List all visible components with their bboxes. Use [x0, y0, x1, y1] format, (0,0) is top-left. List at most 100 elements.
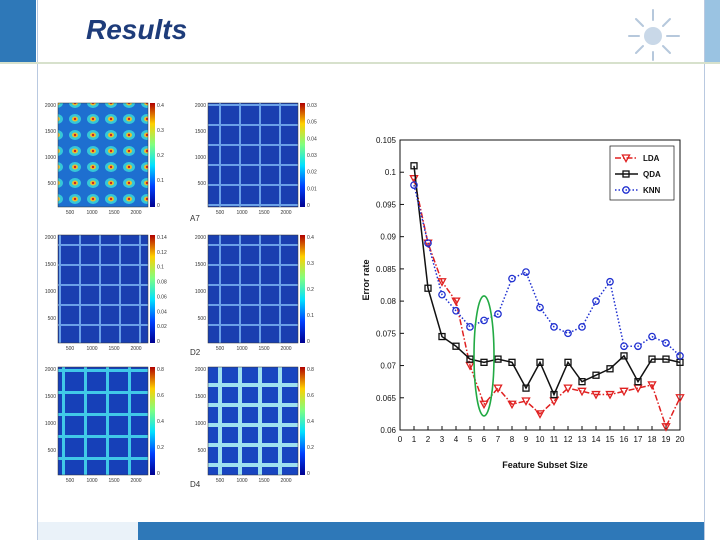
x-tick-label: 1: [412, 435, 417, 444]
heatmap-panel-6: [207, 366, 299, 476]
x-tick-label: 4: [454, 435, 459, 444]
colorbar-tick: 0: [157, 471, 160, 477]
slide-title: Results: [86, 14, 188, 45]
colorbar-tick: 0: [157, 339, 160, 345]
heatmap-xtick: 2000: [280, 478, 291, 484]
heatmap-panel-2: [207, 102, 299, 208]
colorbar-tick: 0.1: [157, 178, 164, 184]
data-point-knn: [522, 268, 530, 276]
colorbar-tick: 0.12: [157, 250, 167, 256]
colorbar-tick: 0.3: [307, 261, 314, 267]
x-axis-label: Feature Subset Size: [502, 460, 588, 470]
y-tick-label: 0.07: [380, 362, 396, 371]
colorbar-tick: 0: [157, 203, 160, 209]
colorbar-3: [150, 235, 155, 343]
x-tick-label: 10: [536, 435, 545, 444]
x-tick-label: 18: [648, 435, 657, 444]
legend-label-lda: LDA: [643, 154, 660, 163]
x-tick-label: 20: [676, 435, 685, 444]
heatmap-xtick: 500: [216, 210, 225, 216]
heatmap-ytick: 1000: [45, 155, 56, 161]
x-tick-label: 0: [398, 435, 403, 444]
colorbar-tick: 0.2: [307, 445, 314, 451]
data-point-lda: [675, 394, 685, 403]
data-point-knn: [550, 323, 558, 331]
heatmap-ytick: 1000: [195, 155, 206, 161]
heatmap-ytick: 2000: [195, 103, 206, 109]
data-point-lda: [479, 400, 489, 410]
heatmap-xtick: 2000: [130, 478, 141, 484]
x-tick-label: 17: [634, 435, 643, 444]
data-point-lda: [535, 410, 545, 419]
colorbar-tick: 0.06: [157, 294, 167, 300]
left-rule: [37, 0, 38, 540]
data-point-knn: [452, 306, 460, 315]
heatmap-ytick: 2000: [195, 235, 206, 241]
legend-box: [609, 145, 675, 201]
data-point-knn: [620, 342, 628, 351]
y-tick-label: 0.065: [376, 394, 397, 403]
y-tick-label: 0.095: [376, 200, 397, 209]
x-tick-label: 13: [578, 435, 587, 444]
data-point-lda: [493, 384, 503, 394]
y-tick-label: 0.105: [376, 136, 397, 145]
series-line-qda: [413, 165, 681, 397]
data-point-qda: [564, 358, 572, 366]
data-point-lda: [577, 387, 587, 397]
data-point-qda: [438, 332, 446, 341]
header-divider: [0, 62, 720, 64]
data-point-qda: [536, 358, 544, 366]
data-point-knn: [676, 352, 684, 360]
heatmap-panel-5: [57, 366, 149, 476]
panel-label-a7: A7: [190, 214, 200, 223]
data-point-knn: [466, 323, 474, 331]
y-tick-label: 0.06: [380, 426, 396, 435]
data-point-qda: [508, 358, 516, 366]
legend-marker-qda: [622, 170, 630, 178]
heatmap-grid-figure: A7 D2 D4 2000 1500 1000 500 500 1000 1500 2000 0…: [45, 102, 317, 489]
data-point-lda: [521, 397, 531, 406]
y-tick-label: 0.08: [380, 297, 396, 306]
heatmap-ytick: 1500: [45, 394, 56, 400]
heatmap-ytick: 500: [48, 448, 57, 454]
data-point-qda: [578, 378, 586, 386]
heatmap-xtick: 500: [66, 346, 75, 352]
x-tick-label: 15: [606, 435, 615, 444]
colorbar-tick: 0.2: [157, 445, 164, 451]
data-point-qda: [480, 358, 488, 366]
sunburst-logo-icon: [628, 9, 680, 61]
heatmap-xtick: 500: [216, 346, 225, 352]
data-point-knn: [648, 332, 656, 341]
heatmap-ytick: 2000: [195, 367, 206, 373]
heatmap-xtick: 1500: [258, 210, 269, 216]
series-line-lda: [413, 178, 681, 429]
colorbar-tick: 0.4: [157, 103, 164, 109]
heatmap-xtick: 500: [66, 210, 75, 216]
footer-blue-band: [138, 522, 704, 540]
colorbar-1: [150, 103, 155, 207]
colorbar-tick: 0.02: [157, 324, 167, 330]
data-point-lda: [507, 400, 517, 410]
heatmap-xtick: 1500: [258, 478, 269, 484]
colorbar-tick: 0.4: [157, 419, 164, 425]
data-point-qda: [592, 371, 600, 379]
colorbar-tick: 0.8: [157, 367, 164, 373]
heatmap-ytick: 2000: [45, 235, 56, 241]
colorbar-4: [300, 235, 305, 343]
heatmap-ytick: 1500: [45, 129, 56, 135]
data-point-knn: [578, 323, 586, 331]
y-tick-label: 0.1: [385, 168, 397, 177]
x-tick-label: 12: [564, 435, 573, 444]
heatmap-ytick: 500: [198, 316, 207, 322]
heatmap-xtick: 1000: [86, 478, 97, 484]
heatmap-panel-1: [57, 102, 149, 208]
left-decor-bar: [0, 0, 36, 540]
heatmap-panel-3: [57, 234, 149, 344]
right-decor-bar: [705, 0, 720, 540]
colorbar-tick: 0.03: [307, 103, 317, 109]
data-point-qda: [522, 384, 530, 392]
x-tick-label: 3: [440, 435, 445, 444]
data-point-qda: [662, 355, 670, 363]
y-tick-label: 0.09: [380, 233, 396, 242]
heatmap-ytick: 1500: [45, 262, 56, 268]
